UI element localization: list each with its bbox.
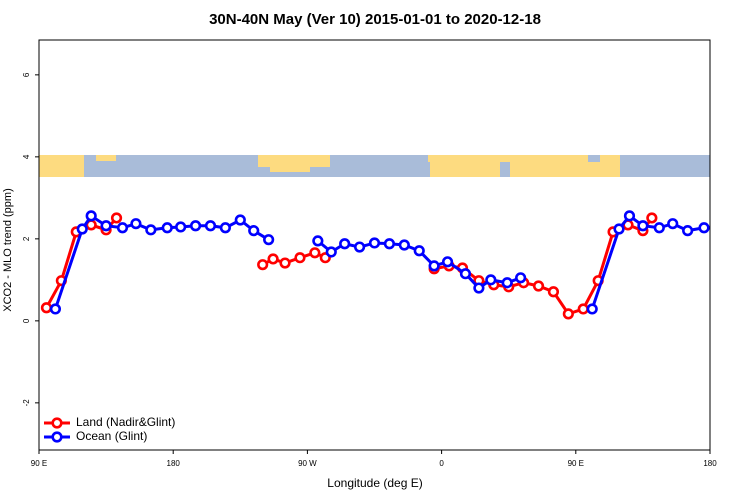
x-tick-label: 90 E (31, 459, 47, 468)
data-point (309, 247, 321, 259)
data-point (413, 245, 425, 257)
y-tick-label: 6 (22, 72, 31, 77)
data-point (547, 286, 560, 298)
data-point (161, 222, 173, 234)
data-point (459, 268, 472, 280)
x-tick-label: 180 (703, 459, 717, 468)
data-point (279, 257, 291, 269)
data-point (175, 221, 187, 233)
data-point (40, 302, 53, 314)
data-point (219, 222, 231, 234)
data-point (515, 272, 527, 284)
data-point (653, 222, 665, 234)
data-point (257, 259, 269, 271)
data-point (116, 222, 129, 234)
data-point (698, 222, 710, 234)
data-point (130, 218, 142, 230)
data-point (623, 210, 636, 222)
x-tick-label: 0 (439, 459, 444, 468)
data-point (501, 277, 513, 289)
data-point (339, 238, 351, 250)
data-point (398, 239, 410, 251)
series-line (45, 216, 654, 316)
data-point (485, 274, 497, 286)
data-point (368, 237, 381, 249)
data-point (100, 220, 112, 232)
data-point (248, 225, 260, 237)
data-point (76, 223, 88, 235)
data-point (85, 210, 97, 222)
y-tick-label: 4 (22, 154, 31, 159)
data-point (49, 303, 62, 315)
plot-frame (38, 39, 711, 451)
legend-marker (51, 417, 63, 429)
data-point (312, 235, 324, 247)
legend-label: Ocean (Glint) (76, 429, 147, 443)
data-point (637, 220, 649, 232)
data-point (562, 308, 574, 320)
data-point (667, 218, 679, 230)
legend-label: Land (Nadir&Glint) (76, 415, 175, 429)
x-tick-label: 180 (167, 459, 181, 468)
y-axis-label: XCO2 - MLO trend (ppm) (2, 188, 14, 311)
data-point (267, 253, 279, 265)
data-point (586, 303, 598, 315)
data-point (383, 238, 396, 250)
y-tick-label: 2 (22, 236, 31, 241)
data-point (204, 220, 217, 232)
x-axis-label: Longitude (deg E) (327, 476, 422, 490)
data-point (613, 223, 625, 235)
data-point (263, 234, 275, 246)
data-point (145, 224, 157, 236)
data-point (353, 241, 366, 253)
data-point (428, 260, 440, 272)
data-point (532, 280, 545, 292)
data-point (110, 212, 123, 224)
data-point (189, 220, 202, 232)
legend-marker (51, 431, 63, 443)
chart-title: 30N-40N May (Ver 10) 2015-01-01 to 2020-… (209, 11, 541, 28)
x-tick-label: 90 E (568, 459, 584, 468)
data-point (646, 212, 658, 224)
map-strip (39, 155, 710, 177)
x-tick-label: 90 W (298, 459, 317, 468)
data-point (682, 225, 694, 237)
data-point (325, 246, 337, 258)
y-tick-label: 0 (22, 318, 31, 323)
data-point (441, 256, 454, 268)
data-point (473, 282, 485, 294)
data-point (577, 303, 589, 315)
y-tick-label: -2 (22, 399, 31, 407)
data-point (294, 252, 306, 264)
data-point (234, 214, 246, 226)
